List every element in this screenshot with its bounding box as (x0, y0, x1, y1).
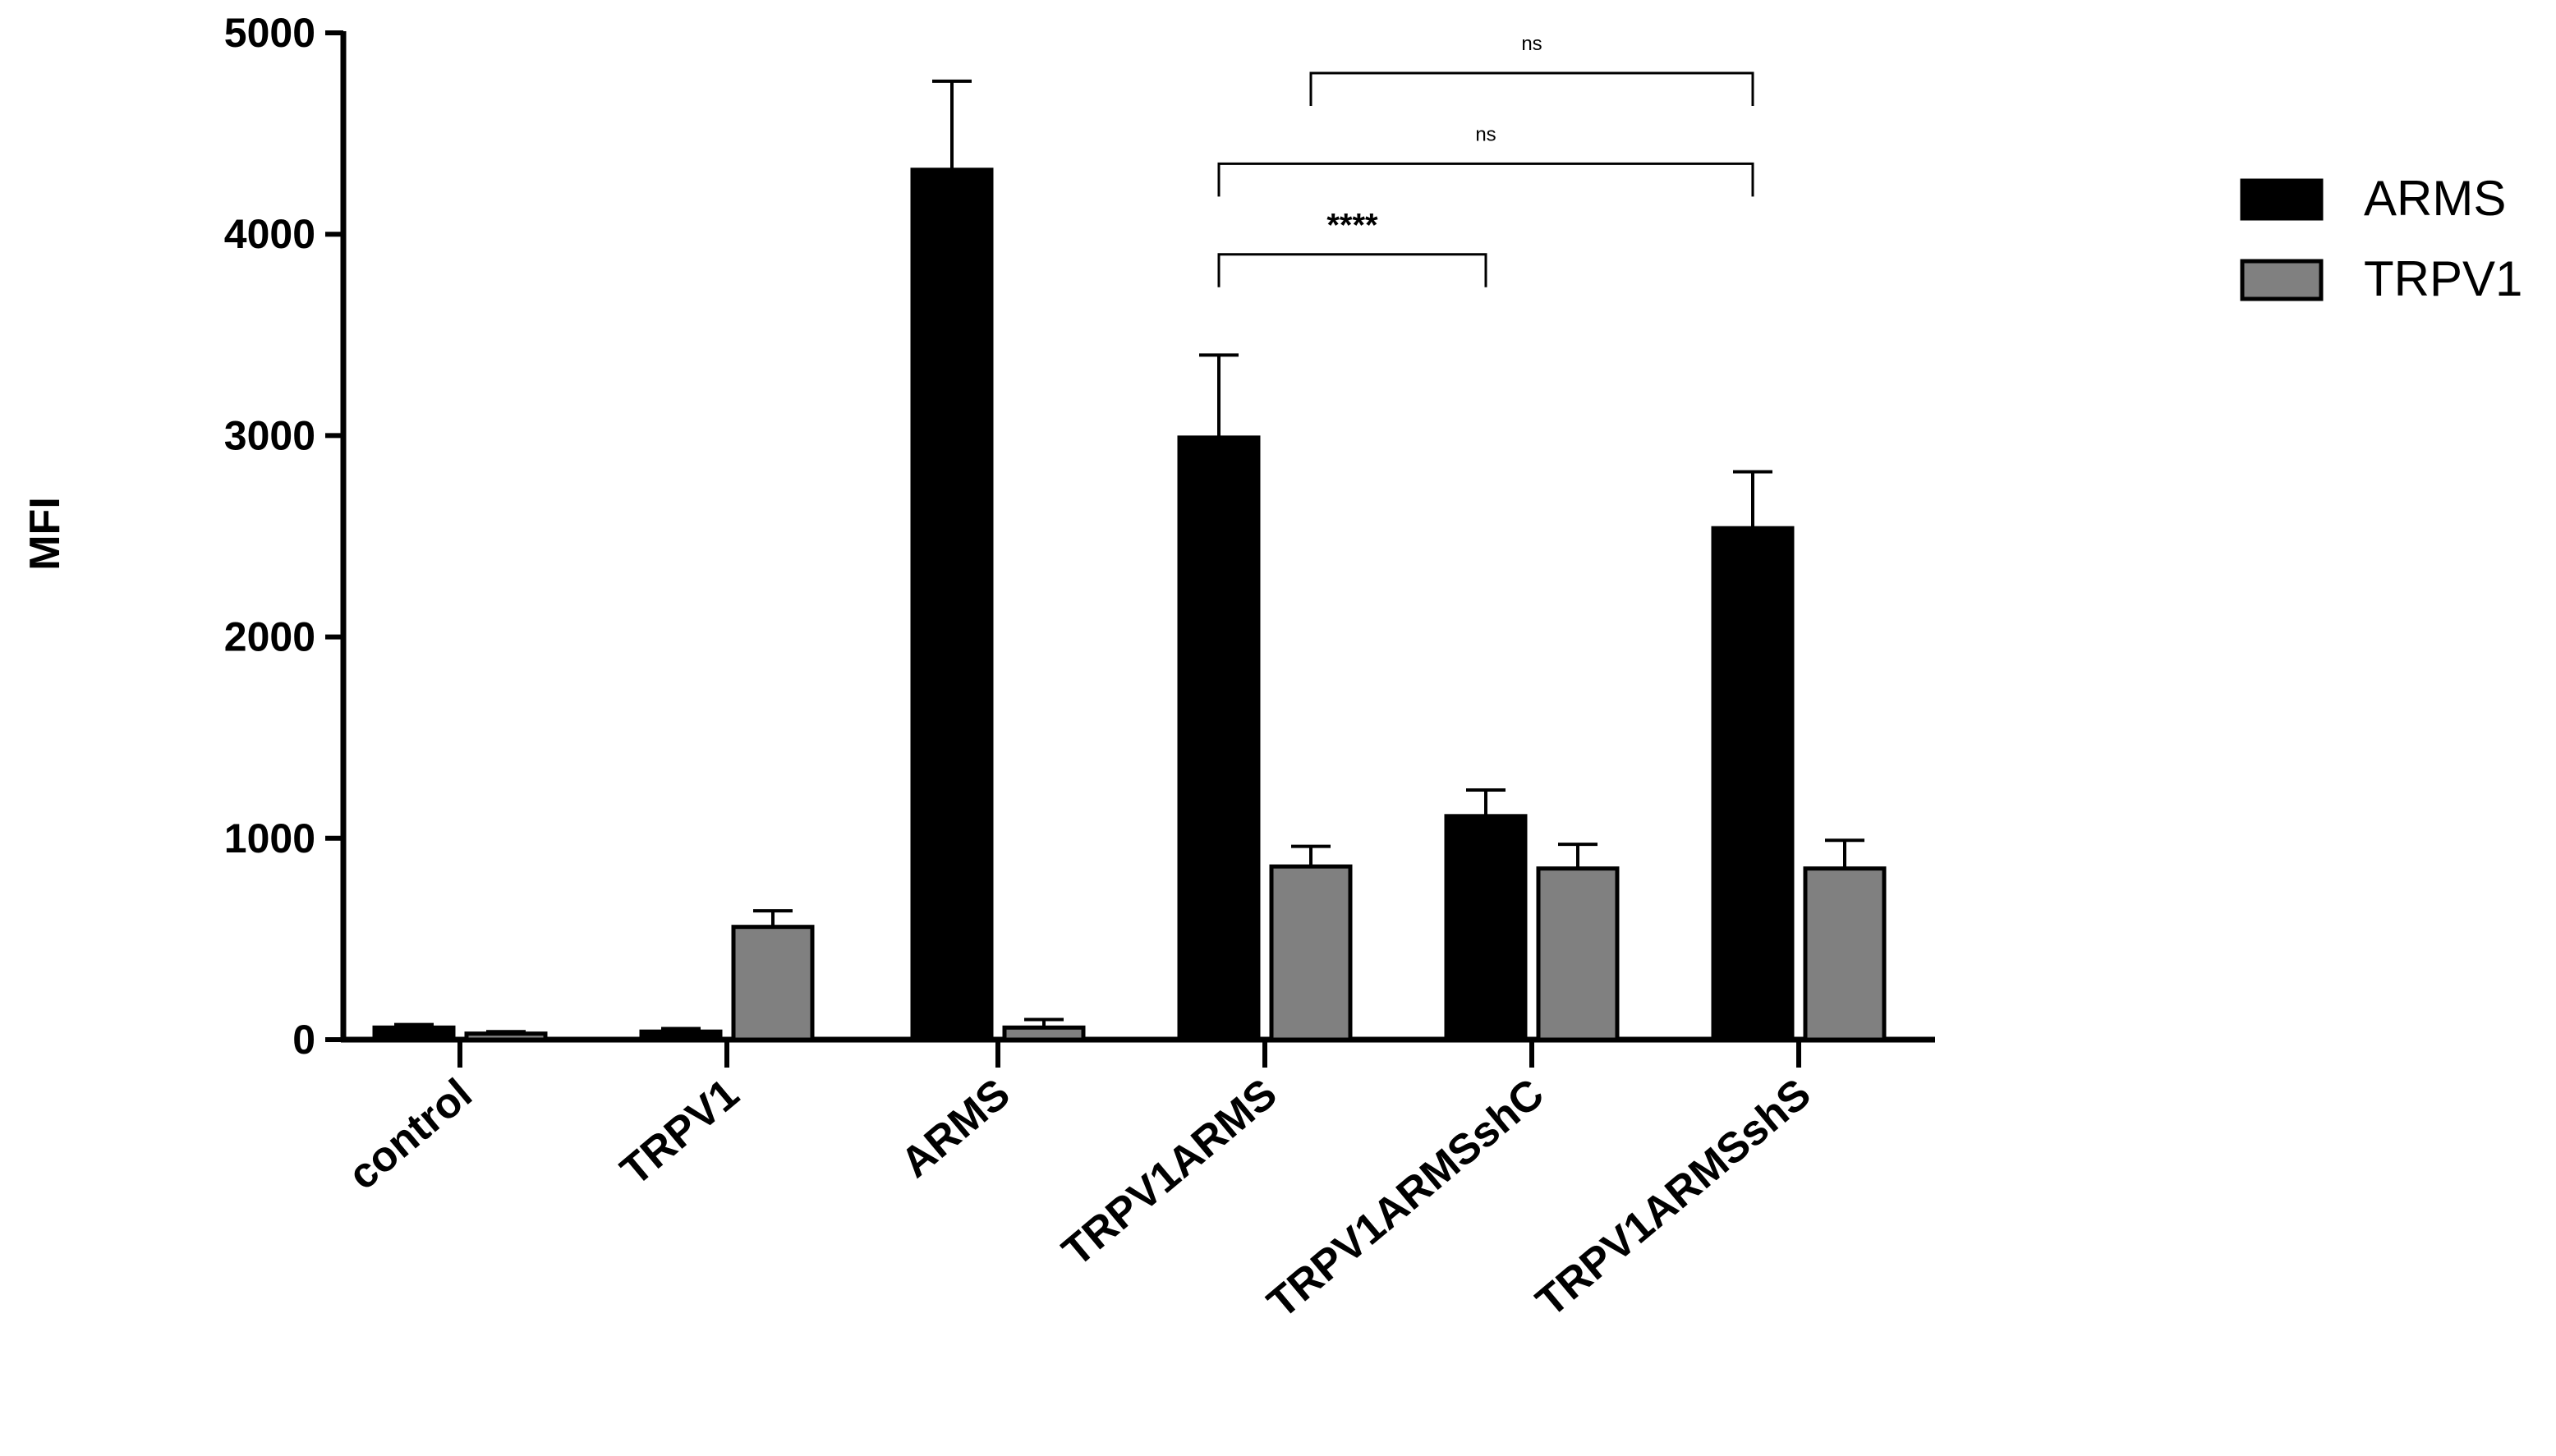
significance-bracket-0 (1309, 71, 1754, 107)
legend-label-arms: ARMS (2364, 171, 2506, 226)
y-tick-label-1000: 1000 (224, 815, 315, 861)
y-tick-label-4000: 4000 (224, 211, 315, 257)
bars-group (372, 79, 1887, 1042)
significance-label-2: **** (1326, 208, 1378, 244)
bar-trpv1-control (464, 1031, 548, 1042)
bar-trpv1-trpv1armsshs (1803, 866, 1887, 1042)
bar-trpv1-trpv1armsshc (1536, 866, 1620, 1042)
x-tick-label-control: control (339, 1070, 480, 1200)
significance-label-1: ns (1475, 123, 1496, 145)
significance-bracket-2 (1217, 253, 1487, 287)
y-tick-label-0: 0 (292, 1017, 315, 1063)
bar-arms-trpv1 (639, 1029, 723, 1042)
legend: ARMS TRPV1 (2240, 171, 2522, 306)
bar-arms-control (372, 1025, 456, 1042)
x-tick-label-trpv1arms: TRPV1ARMS (1054, 1070, 1286, 1276)
x-tick-label-trpv1: TRPV1 (612, 1070, 748, 1195)
legend-swatch-trpv1 (2240, 259, 2324, 301)
bar-arms-trpv1armsshs (1711, 526, 1795, 1042)
legend-label-trpv1: TRPV1 (2364, 251, 2522, 306)
x-tick-label-trpv1armsshs: TRPV1ARMSshS (1528, 1070, 1820, 1326)
bar-arms-trpv1arms (1177, 435, 1261, 1042)
bar-trpv1-arms (1002, 1025, 1086, 1042)
legend-swatch-arms (2240, 178, 2324, 221)
significance-bracket-1 (1217, 162, 1754, 197)
bar-trpv1-trpv1arms (1269, 864, 1353, 1042)
x-tick-label-arms: ARMS (892, 1070, 1019, 1187)
y-tick-label-5000: 5000 (224, 10, 315, 56)
bar-arms-arms (910, 168, 994, 1042)
y-axis-title: MFI (21, 497, 69, 571)
bar-arms-trpv1armsshc (1444, 814, 1528, 1042)
significance-label-0: ns (1521, 33, 1542, 55)
y-tick-label-3000: 3000 (224, 412, 315, 458)
bar-trpv1-trpv1 (731, 925, 815, 1042)
significance-brackets: ns ns **** (1217, 33, 1754, 287)
y-tick-label-2000: 2000 (224, 614, 315, 660)
x-tick-label-trpv1armsshc: TRPV1ARMSshC (1258, 1070, 1552, 1328)
